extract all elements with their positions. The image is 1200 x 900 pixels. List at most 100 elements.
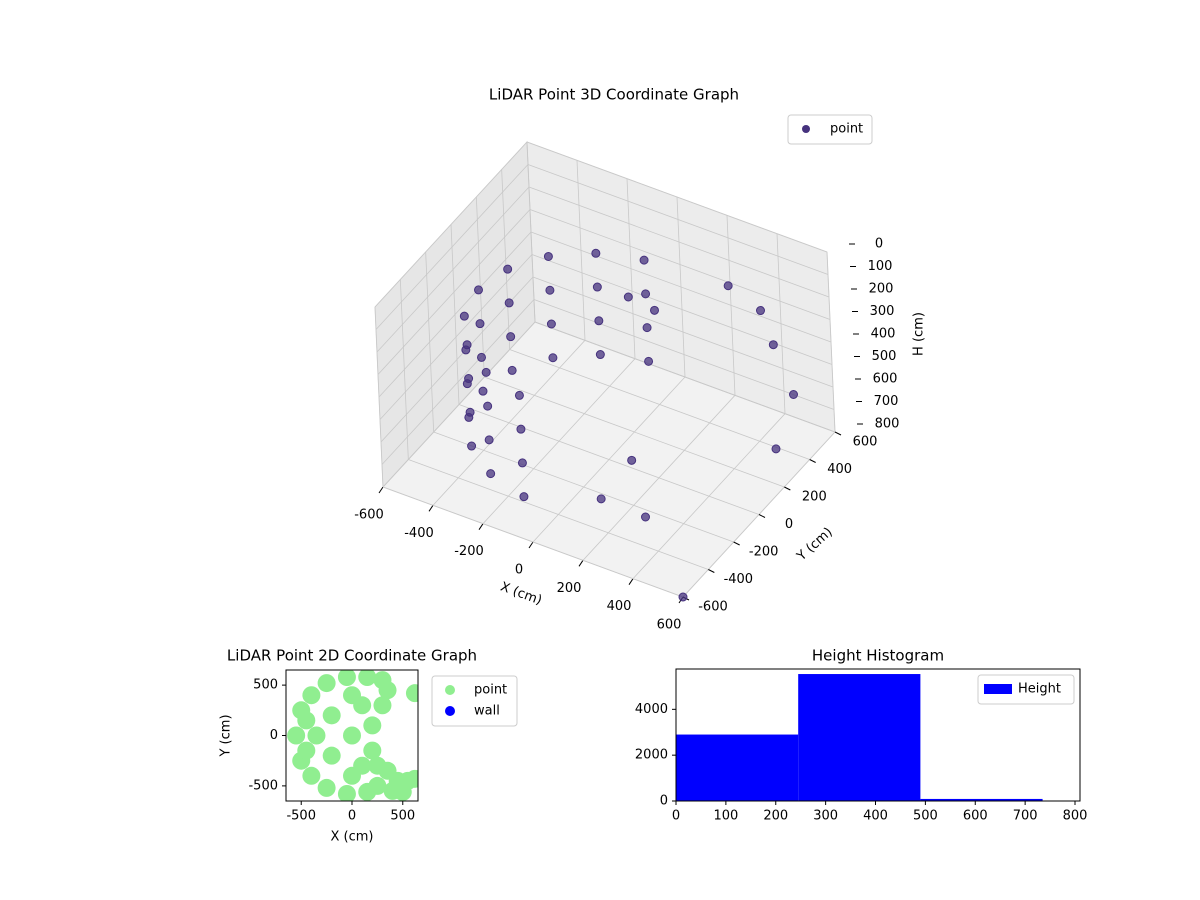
point (477, 352, 486, 362)
x-tick-label: 400 (607, 599, 632, 614)
point (545, 285, 555, 295)
point (768, 340, 778, 350)
x-tick-label: 500 (390, 809, 415, 824)
point (627, 455, 637, 465)
y-tick (758, 514, 766, 518)
y-tick-label: -600 (698, 600, 728, 615)
point (287, 726, 306, 745)
grid-line (532, 276, 834, 388)
grid-line (376, 186, 530, 353)
legend-label: point (474, 683, 507, 698)
grid-line (375, 164, 529, 330)
x-axis-label: X (cm) (498, 580, 544, 609)
z-tick-label: 800 (875, 417, 900, 432)
y-tick-label: 2000 (635, 748, 668, 763)
y-tick-label: 400 (827, 462, 852, 477)
y-tick-label: -200 (749, 545, 779, 560)
grid-line (433, 431, 734, 543)
z-tick-label: 100 (868, 259, 893, 274)
x-tick-label: 300 (813, 809, 838, 824)
point (623, 292, 633, 302)
point (378, 681, 397, 700)
point (363, 716, 382, 735)
legend-box (977, 674, 1075, 705)
point (503, 264, 513, 274)
x-tick-label: -200 (454, 544, 484, 559)
y-tick-label: 0 (785, 517, 793, 532)
bar (676, 734, 799, 801)
point (322, 746, 341, 765)
x-tick-label: 600 (657, 618, 682, 633)
y-axis-label: Y (cm) (794, 525, 836, 565)
legend-marker (984, 684, 1012, 694)
point (639, 255, 649, 265)
point (322, 706, 341, 725)
y-tick-label: 0 (270, 728, 278, 743)
point (393, 782, 412, 801)
x-tick-label: 500 (913, 809, 938, 824)
point (543, 252, 553, 262)
point (546, 319, 556, 329)
point (642, 323, 652, 333)
point (591, 248, 601, 258)
y-tick (708, 569, 715, 573)
z-tick-label: 0 (875, 237, 883, 252)
point (474, 285, 483, 295)
point (464, 412, 474, 422)
x-tick-label: 800 (1063, 809, 1088, 824)
legend-label: point (830, 122, 863, 137)
x-tick (578, 560, 584, 567)
point (506, 332, 516, 342)
bar (798, 674, 921, 801)
x-tick (378, 486, 384, 494)
y-tick (834, 431, 842, 436)
x-tick-label: 400 (863, 809, 888, 824)
point (641, 289, 651, 299)
x-tick-label: 0 (672, 809, 680, 824)
point (343, 726, 361, 745)
grid-line (379, 254, 533, 420)
grid-line (527, 164, 829, 275)
point (516, 424, 526, 434)
x-tick (428, 505, 434, 512)
y-tick-label: -400 (724, 572, 754, 587)
grid-line (526, 141, 828, 253)
point (592, 282, 602, 292)
axes-frame (675, 668, 1081, 802)
point (514, 390, 524, 400)
x-tick (478, 523, 484, 530)
point (486, 469, 496, 479)
point (302, 766, 321, 785)
y-tick-label: -500 (248, 778, 278, 793)
point (641, 512, 650, 522)
x-tick-label: -500 (286, 809, 316, 824)
legend-marker (445, 685, 455, 695)
point (507, 365, 517, 375)
z-tick-label: 200 (869, 282, 894, 297)
x-tick-label: 0 (515, 563, 523, 578)
point (594, 316, 604, 326)
y-tick-label: 500 (253, 678, 278, 693)
grid-line (531, 254, 833, 365)
chart-title: LiDAR Point 3D Coordinate Graph (489, 86, 739, 104)
grid-line (529, 209, 831, 320)
point (756, 306, 765, 316)
point (358, 670, 377, 687)
point (771, 444, 781, 454)
grid-line (377, 209, 531, 375)
x-axis-label: X (cm) (331, 830, 374, 845)
x-tick (628, 578, 634, 585)
point (475, 319, 485, 329)
x-tick-label: 200 (763, 809, 788, 824)
point (644, 356, 654, 366)
point (462, 379, 472, 389)
z-tick-label: 500 (872, 349, 897, 364)
point (481, 367, 491, 377)
point (723, 281, 733, 291)
point (302, 686, 321, 705)
grid-line (382, 486, 684, 598)
y-tick-label: 4000 (635, 702, 668, 717)
x-tick-label: 0 (348, 809, 356, 824)
point (317, 778, 336, 797)
